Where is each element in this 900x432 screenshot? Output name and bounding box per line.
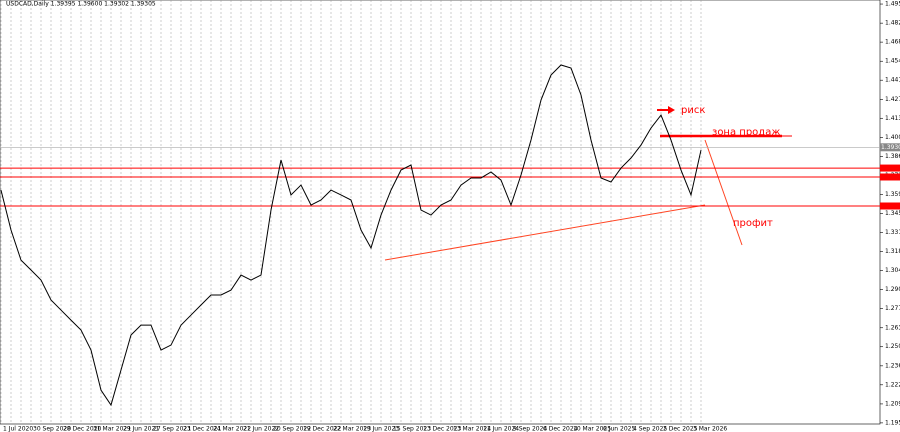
y-tick-label: 1.23630 (885, 362, 900, 369)
current-price-tag (880, 143, 900, 152)
x-tick-label: 10 Mar 2025 (573, 426, 611, 432)
y-tick-label: 1.44110 (885, 77, 900, 84)
x-tick-label: 6 Dec 2024 (543, 426, 578, 432)
x-tick-label: 21 Jun 2022 (243, 426, 279, 432)
y-tick-label: 1.41380 (885, 115, 900, 122)
level-tag (880, 164, 900, 172)
risk-arrow-head (668, 106, 675, 114)
price-line (0, 64, 702, 407)
y-tick-label: 1.26360 (885, 324, 900, 331)
y-tick-label: 1.22270 (885, 381, 900, 388)
x-tick-label: 19 Jun 2023 (363, 426, 399, 432)
y-tick-label: 1.34550 (885, 210, 900, 217)
y-tick-label: 1.29090 (885, 286, 900, 293)
level-tag (880, 202, 900, 210)
x-tick-label: 19 Dec 2022 (303, 426, 342, 432)
y-tick-label: 1.40010 (885, 134, 900, 141)
profit-line (704, 139, 743, 246)
risk-label: риск (681, 105, 705, 116)
y-tick-label: 1.30460 (885, 267, 900, 274)
y-tick-label: 1.45470 (885, 58, 900, 65)
y-tick-label: 1.27730 (885, 305, 900, 312)
x-tick-label: 31 Mar 2021 (93, 426, 131, 432)
x-tick-label: 20 Sep 2022 (273, 426, 311, 432)
y-tick-label: 1.19540 (885, 419, 900, 426)
x-tick-label: 3 Mar 2026 (693, 426, 727, 432)
x-tick-label: 22 Mar 2023 (333, 426, 371, 432)
x-tick-label: 23 Dec 2021 (183, 426, 222, 432)
x-tick-label: 28 Dec 2020 (63, 426, 102, 432)
y-tick-label: 1.42740 (885, 96, 900, 103)
x-tick-label: 27 Sep 2021 (153, 426, 191, 432)
y-tick-label: 1.31820 (885, 248, 900, 255)
y-tick-label: 1.33190 (885, 229, 900, 236)
y-tick-label: 1.48200 (885, 20, 900, 27)
x-tick-label: 24 Mar 2022 (213, 426, 251, 432)
x-tick-label: 30 Sep 2020 (33, 426, 71, 432)
y-tick-label: 1.46840 (885, 39, 900, 46)
x-tick-label: 11 Jun 2024 (483, 426, 519, 432)
x-tick-label: 2 Dec 2025 (663, 426, 698, 432)
x-tick-label: 13 Mar 2024 (453, 426, 491, 432)
profit-label: профит (733, 218, 773, 229)
sell-zone-label: зона продаж (712, 127, 780, 138)
y-tick-label: 1.35920 (885, 191, 900, 198)
x-tick-label: 13 Dec 2023 (423, 426, 462, 432)
y-tick-label: 1.25000 (885, 343, 900, 350)
trend-line (384, 204, 706, 261)
y-tick-label: 1.38650 (885, 153, 900, 160)
current-price-label: 1.39300 (881, 144, 900, 151)
x-tick-label: 4 Sep 2025 (633, 426, 667, 432)
x-tick-label: 29 Jun 2021 (123, 426, 159, 432)
level-tag (880, 173, 900, 181)
plot-area (0, 0, 881, 425)
x-tick-label: 1 Jul 2020 (3, 426, 33, 432)
header: USDCAD,Daily 1.39395 1.39600 1.39302 1.3… (6, 1, 156, 8)
y-tick-label: 1.49570 (885, 1, 900, 8)
y-tick-label: 1.20900 (885, 400, 900, 407)
x-tick-label: 15 Sep 2023 (393, 426, 431, 432)
x-tick-label: 6 Jun 2025 (603, 426, 635, 432)
x-tick-label: 9 Sep 2024 (513, 426, 547, 432)
